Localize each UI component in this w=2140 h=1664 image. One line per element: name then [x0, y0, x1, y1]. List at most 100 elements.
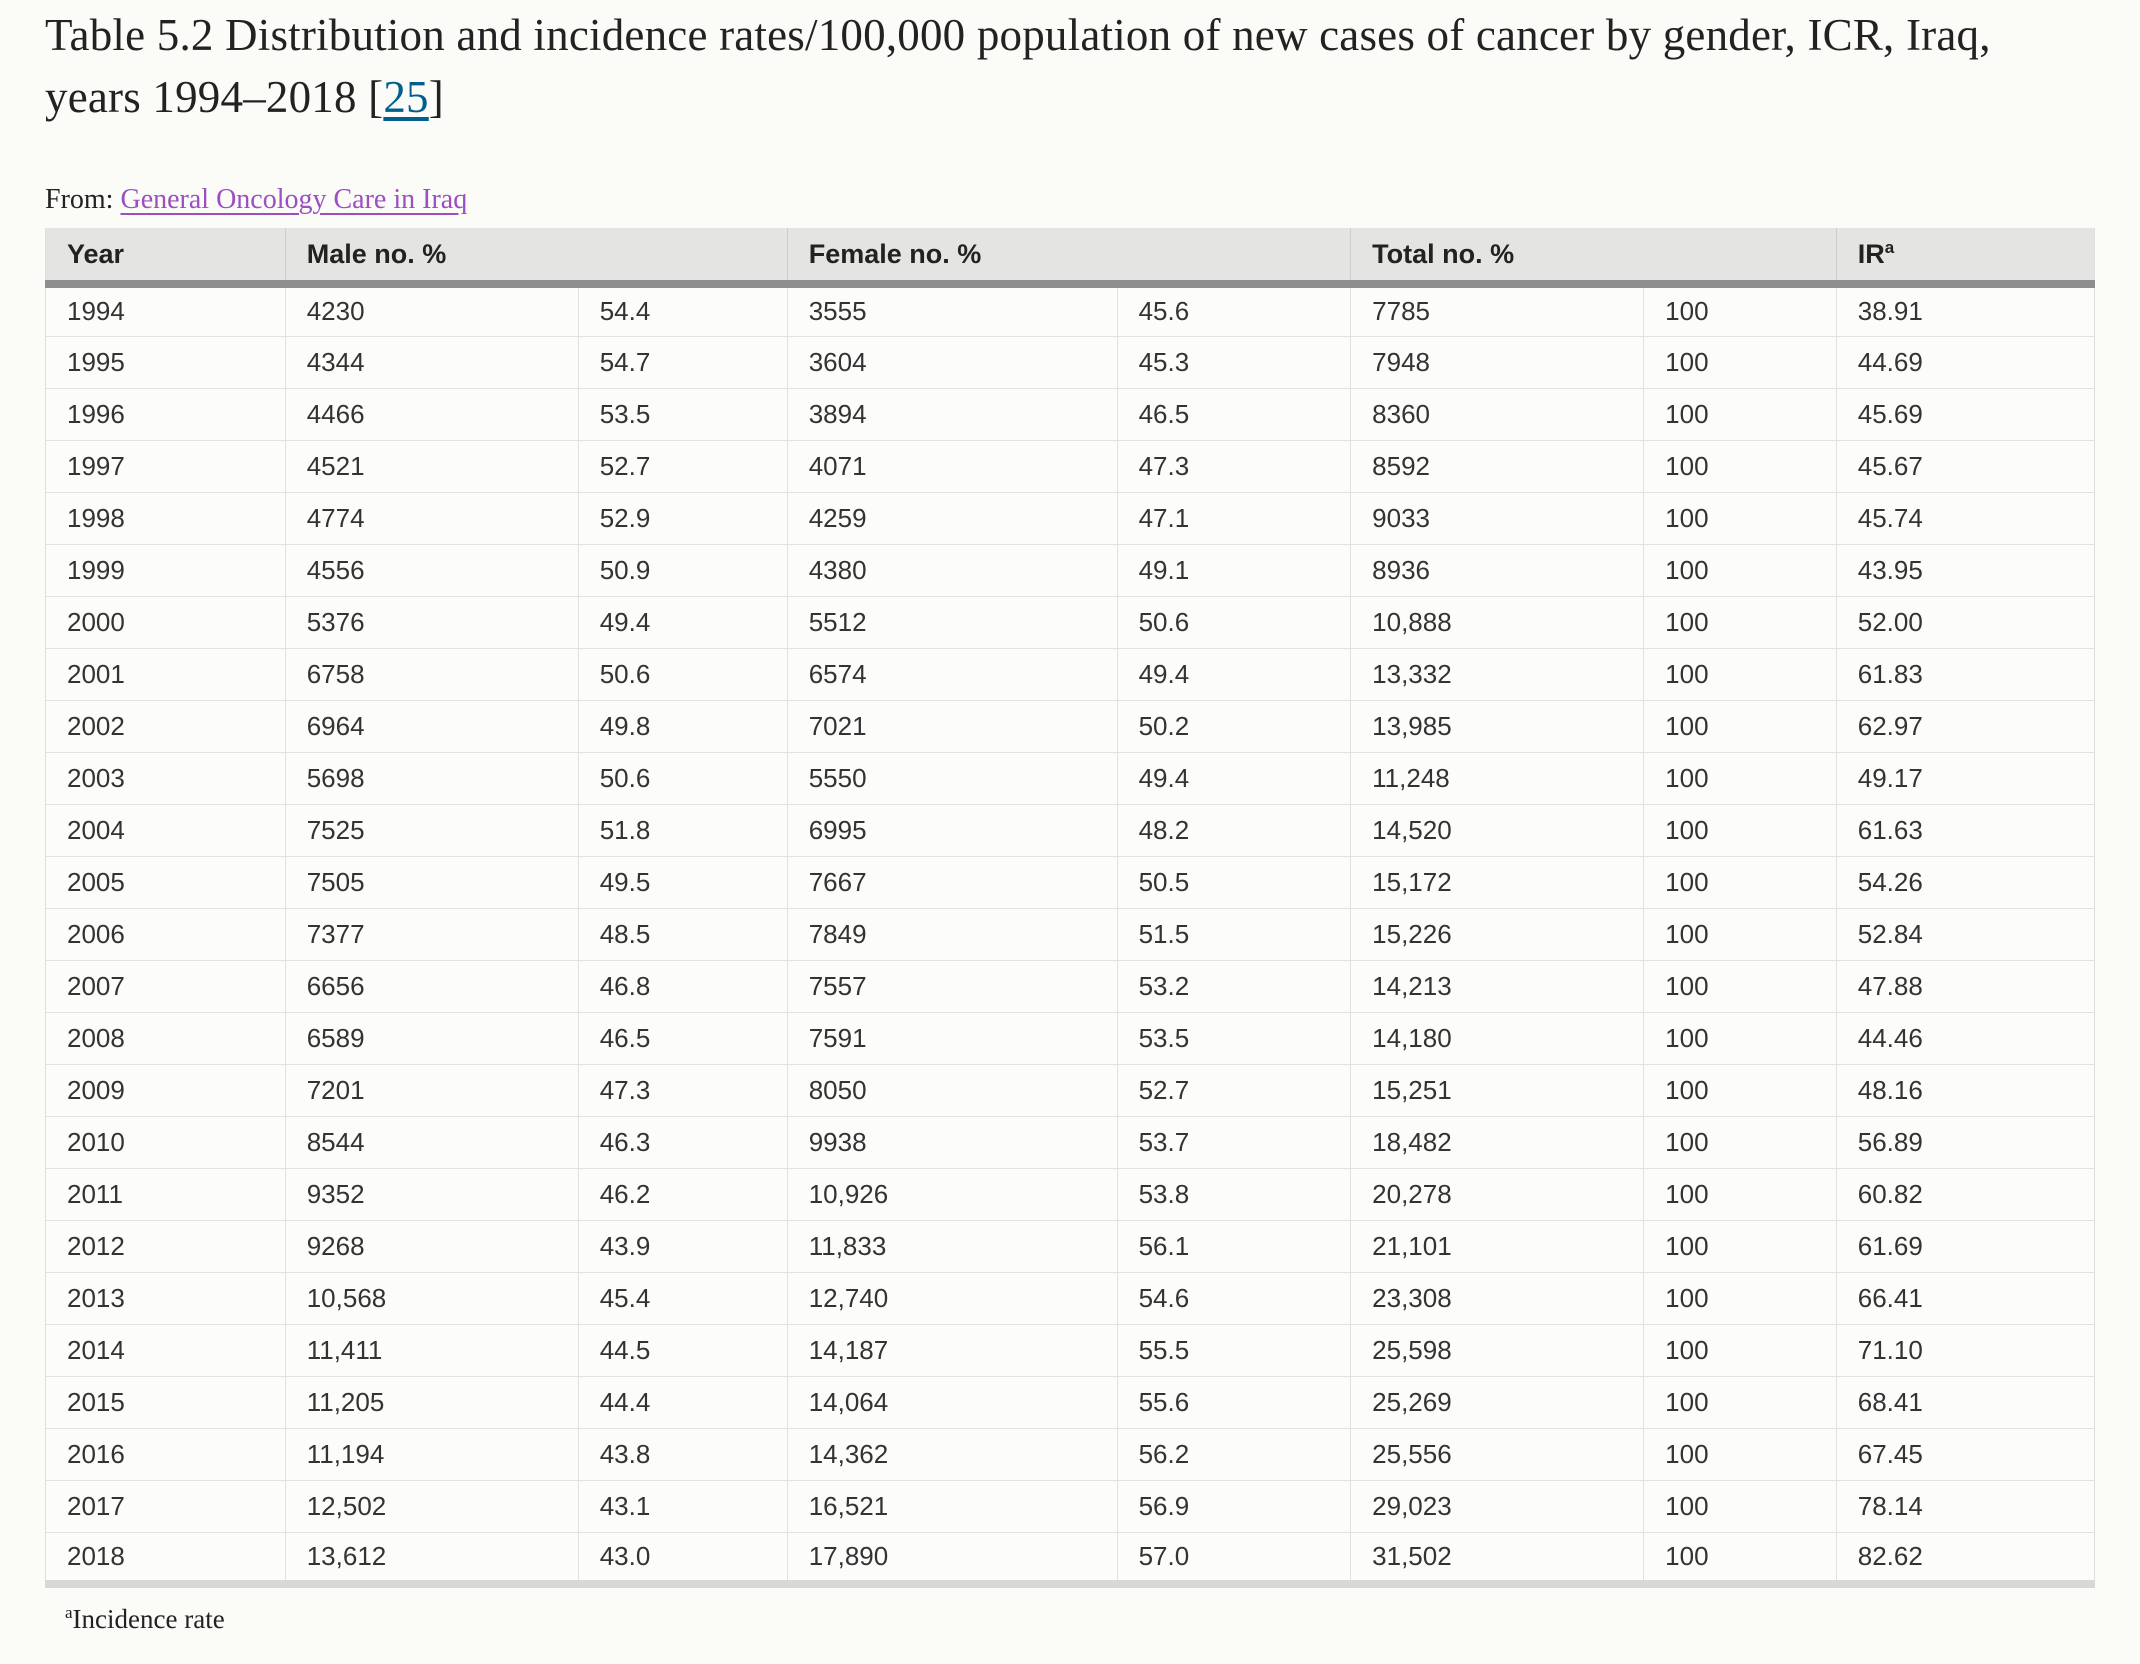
table-cell: 11,194 — [284, 1428, 579, 1481]
table-row: 2007 6656 46.8 7557 53.2 14,213 100 47.88 — [45, 960, 2095, 1013]
table-cell: 100 — [1643, 336, 1837, 389]
table-row: 1996 4466 53.5 3894 46.5 8360 100 45.69 — [45, 388, 2095, 441]
table-cell: 51.8 — [577, 804, 788, 857]
table-cell: 9268 — [284, 1220, 579, 1273]
column-header: Male no. % — [284, 228, 788, 288]
table-cell: 6574 — [786, 648, 1118, 701]
table-cell: 4521 — [284, 440, 579, 493]
table-cell: 52.7 — [577, 440, 788, 493]
table-row: 2013 10,568 45.4 12,740 54.6 23,308 100 66.41 — [45, 1272, 2095, 1325]
table-cell: 60.82 — [1835, 1168, 2095, 1221]
source-link[interactable]: General Oncology Care in Iraq — [120, 184, 468, 215]
table-cell: 7591 — [786, 1012, 1118, 1065]
table-cell: 4774 — [284, 492, 579, 545]
citation-link[interactable]: 25 — [383, 72, 429, 122]
table-cell: 49.17 — [1835, 752, 2095, 805]
table-cell: 21,101 — [1350, 1220, 1644, 1273]
table-cell: 46.5 — [577, 1012, 788, 1065]
table-cell: 100 — [1643, 960, 1837, 1013]
table-row: 2000 5376 49.4 5512 50.6 10,888 100 52.00 — [45, 596, 2095, 649]
table-cell: 48.16 — [1835, 1064, 2095, 1117]
table-cell: 6656 — [284, 960, 579, 1013]
table-cell: 13,612 — [284, 1532, 579, 1584]
table-cell: 25,269 — [1350, 1376, 1644, 1429]
column-header-label: Total no. % — [1372, 238, 1515, 269]
table-cell: 49.4 — [1116, 752, 1351, 805]
table-cell: 14,520 — [1350, 804, 1644, 857]
table-row: 1997 4521 52.7 4071 47.3 8592 100 45.67 — [45, 440, 2095, 493]
citation-bracket-close: ] — [428, 72, 444, 122]
table-footnote: aIncidence rate — [65, 1604, 2095, 1635]
table-cell: 7505 — [284, 856, 579, 909]
table-row: 1999 4556 50.9 4380 49.1 8936 100 43.95 — [45, 544, 2095, 597]
table-cell: 23,308 — [1350, 1272, 1644, 1325]
table-cell: 7849 — [786, 908, 1118, 961]
table-cell: 100 — [1643, 1324, 1837, 1377]
table-cell: 100 — [1643, 1480, 1837, 1533]
table-cell: 13,332 — [1350, 648, 1644, 701]
table-cell: 18,482 — [1350, 1116, 1644, 1169]
table-cell: 44.69 — [1835, 336, 2095, 389]
table-cell: 1996 — [45, 388, 286, 441]
table-cell: 25,556 — [1350, 1428, 1644, 1481]
table-cell: 4380 — [786, 544, 1118, 597]
column-header-label: Male no. % — [306, 238, 447, 269]
table-row: 2003 5698 50.6 5550 49.4 11,248 100 49.17 — [45, 752, 2095, 805]
table-cell: 100 — [1643, 492, 1837, 545]
table-cell: 8544 — [284, 1116, 579, 1169]
table-cell: 7948 — [1350, 336, 1644, 389]
title-text: Table 5.2 Distribution and incidence rat… — [45, 10, 1991, 122]
table-cell: 44.46 — [1835, 1012, 2095, 1065]
source-line: From: General Oncology Care in Iraq — [45, 184, 2095, 216]
table-cell: 2011 — [45, 1168, 286, 1221]
table-cell: 2016 — [45, 1428, 286, 1481]
table-cell: 3555 — [786, 284, 1118, 337]
table-cell: 7557 — [786, 960, 1118, 1013]
table-cell: 100 — [1643, 700, 1837, 753]
table-cell: 51.5 — [1116, 908, 1351, 961]
table-row: 2015 11,205 44.4 14,064 55.6 25,269 100 68.41 — [45, 1376, 2095, 1429]
column-header: IRa — [1835, 228, 2095, 288]
table-cell: 100 — [1643, 908, 1837, 961]
table-cell: 7377 — [284, 908, 579, 961]
table-row: 2005 7505 49.5 7667 50.5 15,172 100 54.26 — [45, 856, 2095, 909]
table-cell: 14,213 — [1350, 960, 1644, 1013]
header-row: Year Male no. % Female no. % Total no. % IRa — [45, 228, 2095, 288]
table-cell: 44.5 — [577, 1324, 788, 1377]
table-row: 2016 11,194 43.8 14,362 56.2 25,556 100 67.45 — [45, 1428, 2095, 1481]
table-cell: 52.00 — [1835, 596, 2095, 649]
table-cell: 100 — [1643, 1012, 1837, 1065]
table-cell: 100 — [1643, 440, 1837, 493]
table-cell: 53.8 — [1116, 1168, 1351, 1221]
table-cell: 57.0 — [1116, 1532, 1351, 1584]
table-cell: 2015 — [45, 1376, 286, 1429]
table-cell: 15,172 — [1350, 856, 1644, 909]
column-header-label: IR — [1857, 238, 1885, 269]
table-cell: 100 — [1643, 544, 1837, 597]
table-row: 1998 4774 52.9 4259 47.1 9033 100 45.74 — [45, 492, 2095, 545]
table-cell: 100 — [1643, 856, 1837, 909]
table-cell: 4344 — [284, 336, 579, 389]
table-cell: 5376 — [284, 596, 579, 649]
table-cell: 47.3 — [1116, 440, 1351, 493]
table-cell: 61.63 — [1835, 804, 2095, 857]
table-cell: 7667 — [786, 856, 1118, 909]
table-cell: 46.3 — [577, 1116, 788, 1169]
table-cell: 45.74 — [1835, 492, 2095, 545]
table-cell: 6589 — [284, 1012, 579, 1065]
table-cell: 78.14 — [1835, 1480, 2095, 1533]
table-cell: 56.1 — [1116, 1220, 1351, 1273]
table-row: 2002 6964 49.8 7021 50.2 13,985 100 62.97 — [45, 700, 2095, 753]
column-header-label: Female no. % — [808, 238, 982, 269]
table-cell: 100 — [1643, 804, 1837, 857]
table-cell: 14,180 — [1350, 1012, 1644, 1065]
table-cell: 45.3 — [1116, 336, 1351, 389]
table-cell: 14,187 — [786, 1324, 1118, 1377]
table-cell: 100 — [1643, 1272, 1837, 1325]
table-cell: 7201 — [284, 1064, 579, 1117]
column-header-superscript: a — [1884, 237, 1895, 257]
table-cell: 2002 — [45, 700, 286, 753]
table-cell: 53.5 — [577, 388, 788, 441]
table-cell: 2001 — [45, 648, 286, 701]
table-cell: 2003 — [45, 752, 286, 805]
